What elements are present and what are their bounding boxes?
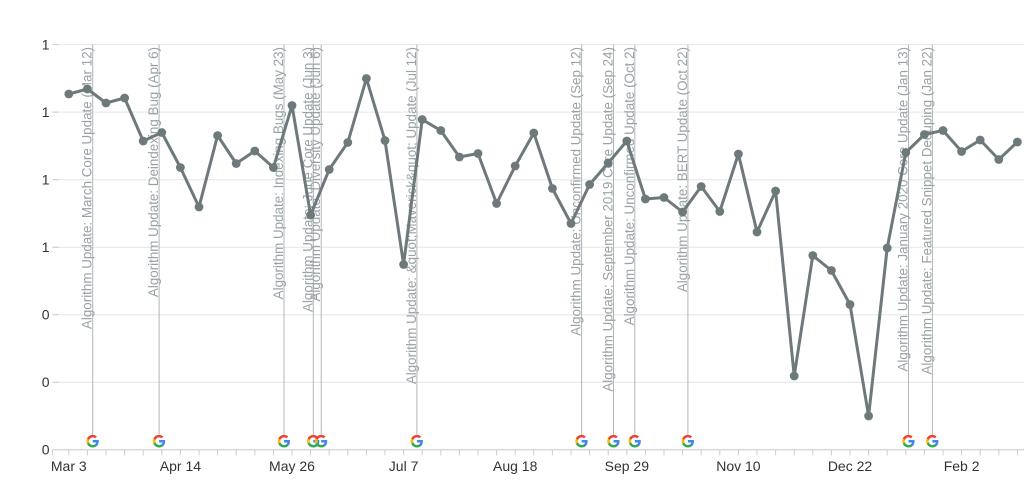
svg-text:1: 1 [42,239,50,255]
svg-text:0: 0 [42,307,50,323]
svg-text:Apr 14: Apr 14 [160,458,201,474]
svg-text:Algorithm Update: Diversity Up: Algorithm Update: Diversity Update (Jun … [308,47,323,302]
svg-text:Feb 2: Feb 2 [944,458,980,474]
svg-text:1: 1 [42,36,50,52]
svg-text:Algorithm Update: September 20: Algorithm Update: September 2019 Core Up… [601,47,616,392]
svg-text:Algorithm Update: Featured Sni: Algorithm Update: Featured Snippet Dedup… [919,47,934,375]
svg-text:1: 1 [42,172,50,188]
svg-text:Algorithm Update: Unconfirmed: Algorithm Update: Unconfirmed Update (Oc… [622,47,637,325]
svg-text:Nov 10: Nov 10 [716,458,761,474]
svg-text:Dec 22: Dec 22 [828,458,873,474]
svg-text:Algorithm Update: &quot;Maveri: Algorithm Update: &quot;Maverick&quot; U… [404,47,419,384]
svg-text:Algorithm Update: Unconfirmed: Algorithm Update: Unconfirmed Update (Se… [569,47,584,336]
svg-text:Algorithm Update: March Core U: Algorithm Update: March Core Update (Mar… [80,47,95,329]
svg-text:Mar 3: Mar 3 [51,458,87,474]
svg-text:May 26: May 26 [269,458,315,474]
svg-text:0: 0 [42,442,50,458]
svg-text:Algorithm Update: BERT Update: Algorithm Update: BERT Update (Oct 22) [675,47,690,292]
svg-text:Algorithm Update: Deindexing B: Algorithm Update: Deindexing Bug (Apr 6) [146,47,161,297]
svg-text:Aug 18: Aug 18 [493,458,538,474]
svg-text:Algorithm Update: Indexing Bug: Algorithm Update: Indexing Bugs (May 23) [271,47,286,299]
svg-text:0: 0 [42,374,50,390]
svg-text:1: 1 [42,104,50,120]
svg-text:Jul 7: Jul 7 [389,458,419,474]
svg-text:Sep 29: Sep 29 [605,458,650,474]
svg-text:Algorithm Update: January 2020: Algorithm Update: January 2020 Core Upda… [896,47,911,372]
svg-text:Algorithm Update: June Core Up: Algorithm Update: June Core Update (Jun … [300,47,315,312]
